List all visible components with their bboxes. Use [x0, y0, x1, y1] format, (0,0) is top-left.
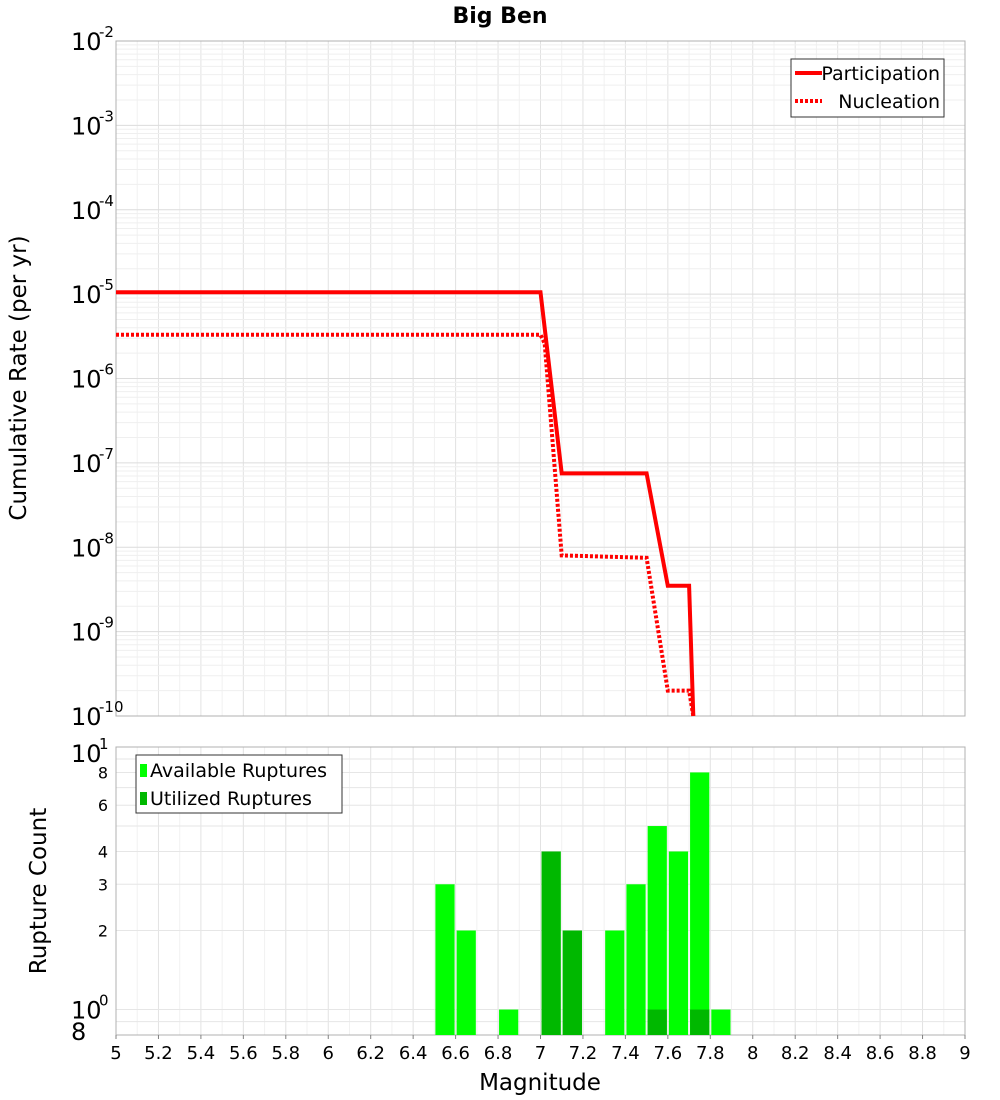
- bar-available: [647, 826, 667, 1035]
- bar-utilized: [647, 1009, 667, 1035]
- x-tick-label: 7.4: [611, 1043, 640, 1064]
- top-y-tick-label-exponent: -2: [99, 23, 114, 41]
- bottom-y-tick-label: 3: [98, 875, 108, 894]
- bottom-y-tick-label-exponent: 0: [99, 992, 109, 1010]
- x-tick-label: 6: [323, 1043, 334, 1064]
- bottom-y-tick-label: 2: [98, 922, 108, 941]
- bottom-y-tick-label-base: 8: [71, 1018, 86, 1046]
- series-line-nucleation: [116, 332, 696, 717]
- legend-label-participation: Participation: [821, 63, 940, 85]
- x-tick-label: 8.6: [866, 1043, 895, 1064]
- chart-title: Big Ben: [452, 4, 547, 29]
- top-y-tick-label-exponent: -8: [99, 529, 114, 547]
- x-tick-label: 8: [747, 1043, 758, 1064]
- top-y-tick-label-exponent: -9: [99, 614, 114, 632]
- top-legend-box: [790, 58, 945, 118]
- bottom-y-tick-label-base: 10: [71, 997, 102, 1025]
- bar-available: [668, 851, 689, 1035]
- top-y-tick-label-exponent: -10: [99, 698, 124, 716]
- top-y-tick-label-base: 10: [71, 281, 102, 309]
- x-tick-label: 8.4: [823, 1043, 852, 1064]
- top-y-axis-label: Cumulative Rate (per yr): [6, 235, 32, 520]
- top-y-tick-label-exponent: -6: [99, 361, 114, 379]
- bar-utilized: [690, 1009, 710, 1035]
- bar-available: [626, 884, 646, 1035]
- bar-available: [499, 1009, 519, 1035]
- bottom-y-tick-label: 6: [98, 796, 108, 815]
- bar-available: [456, 930, 476, 1035]
- x-tick-label: 8.2: [781, 1043, 810, 1064]
- bar-available: [711, 1009, 731, 1035]
- top-y-tick-label-base: 10: [71, 28, 102, 56]
- top-legend: Participation Nucleation: [790, 58, 945, 118]
- legend-label-utilized: Utilized Ruptures: [150, 788, 312, 810]
- x-tick-label: 6.8: [484, 1043, 513, 1064]
- bottom-legend: Available Ruptures Utilized Ruptures: [135, 754, 343, 814]
- x-tick-label: 9: [959, 1043, 970, 1064]
- top-y-tick-label-exponent: -3: [99, 107, 114, 125]
- top-y-tick-label-base: 10: [71, 619, 102, 647]
- bar-available: [690, 772, 710, 1035]
- bar-utilized: [541, 851, 561, 1035]
- legend-swatch-utilized: [140, 792, 147, 805]
- bar-available: [605, 930, 625, 1035]
- top-y-tick-label-exponent: -7: [99, 445, 114, 463]
- legend-label-nucleation: Nucleation: [838, 91, 940, 113]
- x-tick-label: 7: [535, 1043, 546, 1064]
- top-y-tick-label-base: 10: [71, 112, 102, 140]
- x-tick-label: 5: [110, 1043, 121, 1064]
- x-tick-label: 7.8: [696, 1043, 725, 1064]
- bottom-y-tick-label: 8: [98, 763, 108, 782]
- x-tick-label: 5.2: [144, 1043, 173, 1064]
- legend-label-available: Available Ruptures: [150, 760, 327, 782]
- x-tick-label: 6.2: [356, 1043, 385, 1064]
- x-tick-label: 6.6: [441, 1043, 470, 1064]
- x-tick-label: 6.4: [399, 1043, 428, 1064]
- bottom-legend-box: [135, 754, 343, 814]
- top-y-tick-label-base: 10: [71, 197, 102, 225]
- x-tick-label: 7.2: [569, 1043, 598, 1064]
- bottom-y-tick-label-exponent: 1: [99, 735, 109, 753]
- bottom-y-axis-label: Rupture Count: [26, 808, 52, 974]
- top-y-tick-label-base: 10: [71, 366, 102, 394]
- top-y-tick-label-exponent: -5: [99, 276, 114, 294]
- x-axis-label: Magnitude: [479, 1070, 601, 1096]
- bar-available: [435, 884, 455, 1035]
- bottom-y-tick-label: 4: [98, 842, 108, 861]
- series-line-participation: [116, 290, 696, 717]
- x-tick-label: 5.4: [187, 1043, 216, 1064]
- top-y-tick-label-base: 10: [71, 450, 102, 478]
- bar-utilized: [562, 930, 582, 1035]
- x-tick-label: 7.6: [654, 1043, 683, 1064]
- top-y-tick-label-base: 10: [71, 534, 102, 562]
- x-tick-label: 5.6: [229, 1043, 258, 1064]
- x-tick-label: 8.8: [908, 1043, 937, 1064]
- top-y-tick-label-exponent: -4: [99, 192, 114, 210]
- bottom-y-tick-label-base: 10: [71, 740, 102, 768]
- top-plot-frame: [115, 40, 966, 717]
- top-y-tick-label-base: 10: [71, 703, 102, 731]
- x-tick-label: 5.8: [271, 1043, 300, 1064]
- legend-swatch-available: [140, 764, 147, 777]
